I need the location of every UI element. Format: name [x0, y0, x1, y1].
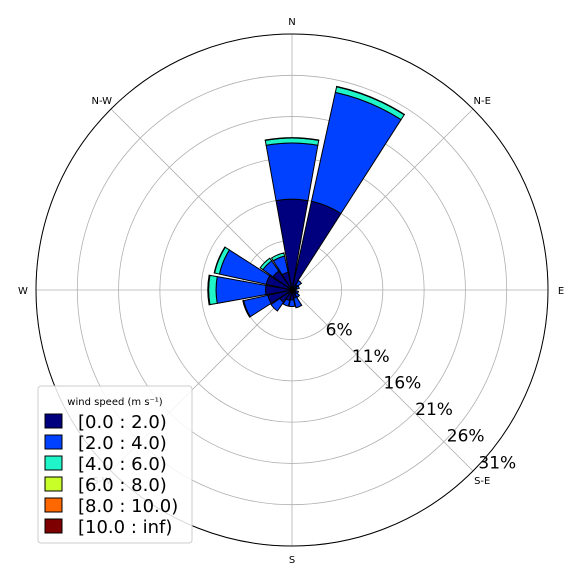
legend-entry-label: [4.0 : 6.0): [78, 454, 167, 475]
spoke-line: [291, 289, 474, 472]
direction-label: N-E: [473, 96, 490, 107]
direction-label: S-E: [474, 476, 490, 487]
wind-bar-segment: [295, 285, 300, 290]
outer-frame: [35, 33, 549, 547]
direction-label: N: [288, 17, 295, 28]
radial-tick-labels: 6% 11% 16% 21% 26% 31%: [326, 321, 517, 474]
legend-frame: [37, 385, 193, 544]
wind-bar-segment: [270, 252, 286, 262]
direction-label: E: [558, 286, 564, 297]
legend-entry-label: [0.0 : 2.0): [78, 412, 167, 433]
direction-label: W: [18, 286, 28, 297]
legend-swatch: [44, 455, 63, 471]
radial-tick-label: 21%: [415, 400, 453, 420]
grid-ring: [118, 116, 466, 464]
wind-bar-segment: [213, 246, 226, 274]
radial-tick-label: 31%: [478, 453, 516, 473]
legend-entry-label: [6.0 : 8.0): [78, 475, 167, 496]
wind-bar-segment: [242, 300, 251, 318]
direction-label: N-W: [92, 96, 113, 107]
legend-swatch: [44, 476, 63, 492]
legend-entry-label: [8.0 : 10.0): [78, 496, 178, 517]
spoke-line: [110, 108, 293, 291]
wind-bar-segment: [264, 137, 320, 142]
wind-bar-segment: [207, 274, 211, 306]
wind-bar-segment: [336, 85, 406, 116]
wind-bar-segment: [208, 274, 218, 306]
wind-bar-segment: [265, 142, 319, 202]
direction-label: S: [289, 555, 295, 566]
radial-tick-label: 26%: [447, 427, 485, 447]
wind-rose-bars: [207, 85, 406, 318]
legend-title: wind speed (m s⁻¹): [67, 397, 163, 408]
legend-swatch: [44, 518, 63, 534]
radial-tick-label: 11%: [352, 347, 390, 367]
legend-swatch: [44, 497, 63, 513]
grid-ring: [76, 74, 508, 506]
legend-entry-label: [2.0 : 4.0): [78, 433, 167, 454]
legend-swatch: [44, 434, 63, 450]
legend-items: [0.0 : 2.0)[2.0 : 4.0)[4.0 : 6.0)[6.0 : …: [44, 412, 178, 538]
wind-bar-segment: [259, 257, 273, 271]
radial-tick-label: 16%: [384, 374, 422, 394]
spoke-line: [291, 108, 474, 291]
legend: wind speed (m s⁻¹) [0.0 : 2.0)[2.0 : 4.0…: [37, 385, 193, 544]
radial-tick-label: 6%: [326, 321, 353, 341]
legend-entry-label: [10.0 : inf): [78, 517, 172, 538]
wind-bar-segment: [270, 297, 285, 312]
legend-swatch: [44, 413, 63, 429]
